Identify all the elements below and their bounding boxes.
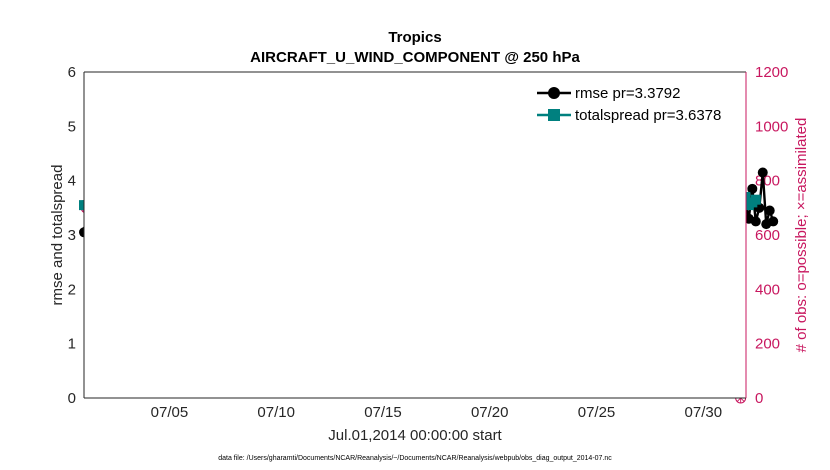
x-tick-label: 07/15 [364,404,402,421]
y-tick-label: 4 [68,173,76,190]
rmse-point [757,167,768,178]
y-tick-label: 1 [68,336,76,353]
y-right-tick-label: 0 [755,390,763,407]
y-right-tick-label: 1000 [755,118,788,135]
x-axis-label: Jul.01,2014 00:00:00 start [328,427,502,444]
legend: rmse pr=3.3792 totalspread pr=3.6378 [537,85,721,124]
legend-totalspread-marker [548,109,560,121]
x-tick-label: 07/20 [471,404,509,421]
legend-rmse-marker [548,87,560,99]
y-tick-label: 6 [68,64,76,81]
legend-totalspread-label: totalspread pr=3.6378 [575,107,721,124]
chart-subtitle: AIRCRAFT_U_WIND_COMPONENT @ 250 hPa [250,49,580,66]
y-tick-label: 2 [68,281,76,298]
y-tick-label: 0 [68,390,76,407]
y-tick-label: 3 [68,227,76,244]
y-right-tick-label: 400 [755,281,780,298]
plot-frame-group [83,71,747,399]
y-axis-right-label: # of obs: o=possible; ×=assimilated [793,118,810,353]
y-axis-label: rmse and totalspread [49,165,66,306]
x-tick-label: 07/25 [578,404,616,421]
totalspread-point [750,194,761,205]
plot-background [84,72,746,398]
y-right-tick-label: 200 [755,336,780,353]
y-tick-label: 5 [68,118,76,135]
y-right-tick-label: 1200 [755,64,788,81]
rmse-point [750,216,761,227]
footnote: data file: /Users/gharamti/Documents/NCA… [218,455,612,462]
y-right-tick-label: 600 [755,227,780,244]
legend-rmse-label: rmse pr=3.3792 [575,85,680,102]
rmse-point [768,216,779,227]
x-tick-label: 07/30 [685,404,723,421]
rmse-point [747,183,758,194]
x-tick-label: 07/10 [257,404,295,421]
chart-title: Tropics [388,29,441,46]
rmse-point [764,205,775,216]
x-tick-label: 07/05 [151,404,189,421]
